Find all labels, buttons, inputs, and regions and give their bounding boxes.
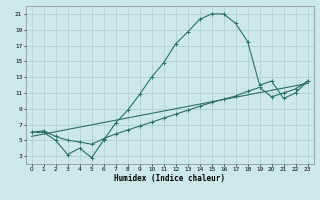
X-axis label: Humidex (Indice chaleur): Humidex (Indice chaleur) — [114, 174, 225, 183]
